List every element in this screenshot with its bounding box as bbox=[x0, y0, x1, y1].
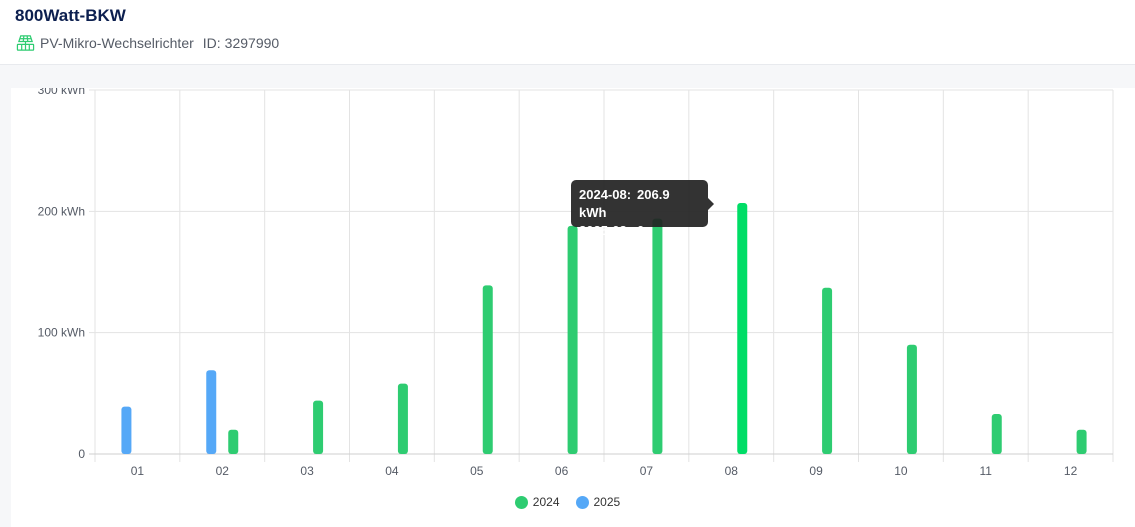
x-tick-label: 06 bbox=[555, 464, 569, 478]
x-tick-label: 07 bbox=[640, 464, 654, 478]
x-tick-label: 10 bbox=[894, 464, 908, 478]
device-title: 800Watt-BKW bbox=[15, 6, 126, 25]
legend-label-2024: 2024 bbox=[532, 495, 560, 509]
bar-2024-09 bbox=[822, 287, 833, 454]
bar-2024-04 bbox=[397, 383, 408, 454]
bar-2024-11 bbox=[991, 413, 1002, 454]
bar-2024-06 bbox=[567, 225, 578, 454]
bar-2024-05 bbox=[482, 285, 493, 454]
x-tick-label: 04 bbox=[385, 464, 399, 478]
device-info: PV-Mikro-Wechselrichter ID: 3297990 bbox=[16, 33, 279, 52]
x-tick-label: 09 bbox=[809, 464, 823, 478]
legend-swatch-2025 bbox=[575, 495, 589, 509]
legend-item-2024[interactable]: 2024 bbox=[514, 495, 560, 509]
y-tick-label: 200 kWh bbox=[38, 204, 85, 218]
legend-label-2025: 2025 bbox=[593, 495, 621, 509]
chart-tooltip: 2024-08: 206.9 kWh 2025-08: 0 bbox=[571, 180, 708, 238]
solar-panel-icon bbox=[16, 35, 35, 51]
y-tick-label: 300 kWh bbox=[38, 88, 85, 97]
legend-swatch-2024 bbox=[514, 495, 528, 509]
tooltip-row-2025: 2025-08: 0 bbox=[579, 223, 645, 238]
x-tick-label: 12 bbox=[1064, 464, 1078, 478]
page-header: 800Watt-BKW PV-Mikro-Wechselrichter ID: … bbox=[0, 0, 1135, 65]
chart-legend: 2024 2025 bbox=[0, 495, 1135, 509]
legend-item-2025[interactable]: 2025 bbox=[575, 495, 621, 509]
tooltip-caret bbox=[708, 198, 714, 210]
tooltip-row-2024: 2024-08: 206.9 kWh bbox=[579, 187, 670, 220]
bar-2024-08 bbox=[737, 202, 748, 454]
device-id: 3297990 bbox=[224, 34, 280, 51]
bar-2024-12 bbox=[1076, 429, 1087, 454]
bar-2024-02 bbox=[228, 429, 239, 454]
bar-2024-07 bbox=[652, 218, 663, 454]
chart-card: 0 100 kWh 200 kWh 300 kWh 01 02 03 04 05 06 07 08 09… bbox=[11, 88, 1135, 527]
x-tick-label: 11 bbox=[980, 464, 993, 478]
bar-2024-03 bbox=[313, 400, 324, 454]
x-tick-label: 03 bbox=[300, 464, 314, 478]
device-type: PV-Mikro-Wechselrichter bbox=[40, 34, 194, 51]
x-tick-label: 08 bbox=[725, 464, 739, 478]
monthly-energy-chart[interactable]: 0 100 kWh 200 kWh 300 kWh 01 02 03 04 05 06 07 08 09… bbox=[11, 88, 1135, 527]
bar-2025-02 bbox=[206, 370, 217, 454]
y-tick-label: 0 bbox=[78, 447, 85, 461]
device-id-label: ID: bbox=[202, 34, 221, 51]
x-tick-label: 02 bbox=[216, 464, 230, 478]
y-tick-label: 100 kWh bbox=[38, 326, 85, 340]
bar-2024-10 bbox=[906, 344, 917, 454]
x-tick-label: 05 bbox=[470, 464, 484, 478]
x-tick-label: 01 bbox=[131, 464, 145, 478]
bar-2025-01 bbox=[121, 406, 132, 454]
